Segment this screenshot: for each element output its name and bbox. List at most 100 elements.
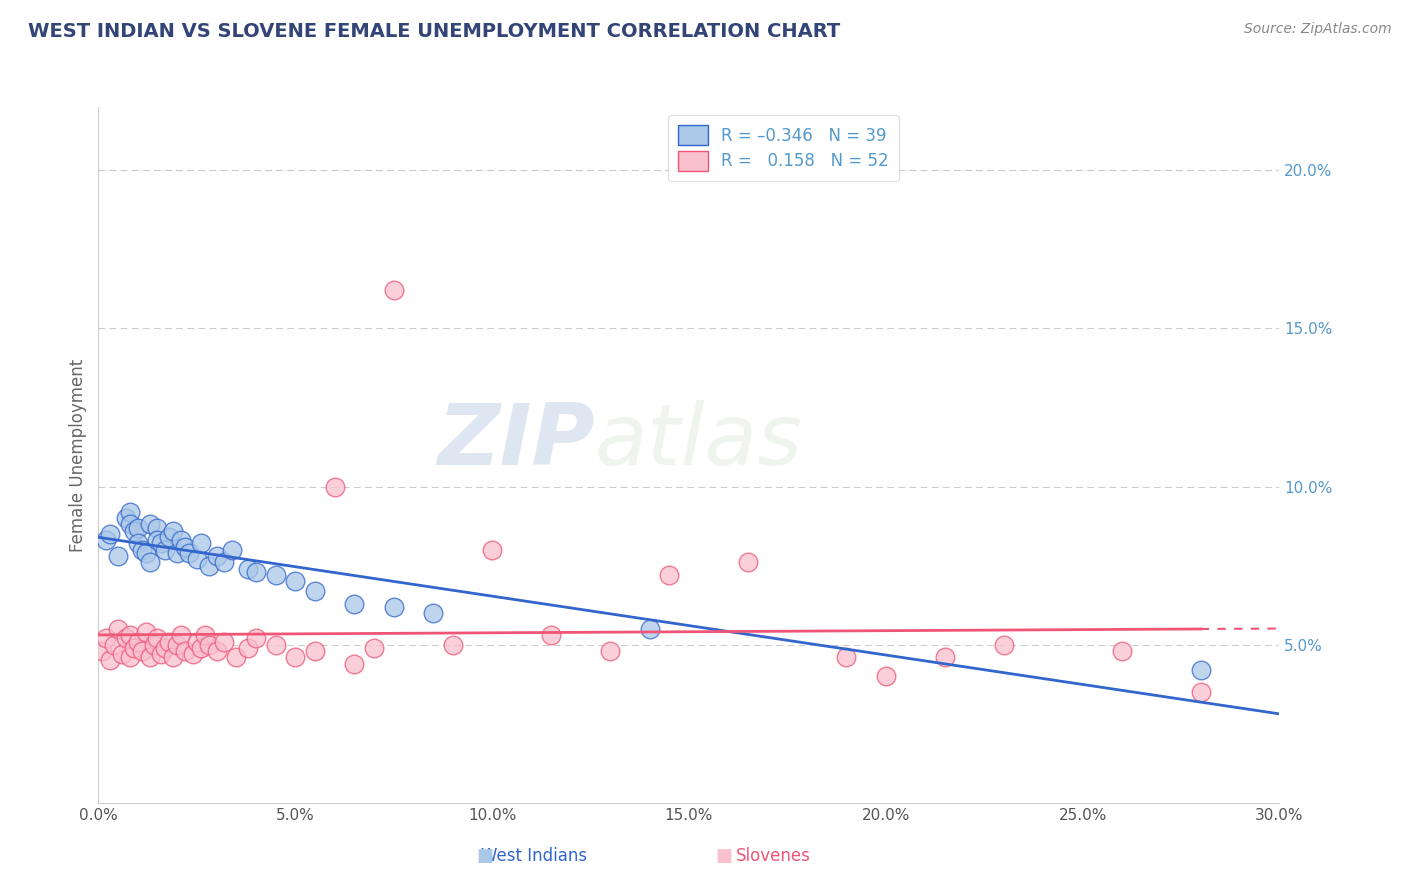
Point <box>127 536 149 550</box>
Text: ZIP: ZIP <box>437 400 595 483</box>
Point <box>142 638 165 652</box>
Point <box>138 556 160 570</box>
Point <box>382 599 405 614</box>
Point <box>166 546 188 560</box>
Point <box>481 542 503 557</box>
Point <box>146 632 169 646</box>
Point <box>131 542 153 557</box>
Point <box>236 640 259 655</box>
Point <box>934 650 956 665</box>
Text: Slovenes: Slovenes <box>735 847 811 865</box>
Point <box>225 650 247 665</box>
Point <box>131 644 153 658</box>
Point <box>304 644 326 658</box>
Point <box>118 505 141 519</box>
Point <box>122 640 145 655</box>
Point <box>540 628 562 642</box>
Point <box>441 638 464 652</box>
Point <box>197 638 219 652</box>
Text: ■: ■ <box>477 847 494 865</box>
Point <box>111 647 134 661</box>
Point <box>638 622 661 636</box>
Point <box>181 647 204 661</box>
Point <box>122 524 145 538</box>
Point <box>1189 663 1212 677</box>
Point <box>157 634 180 648</box>
Point <box>1189 685 1212 699</box>
Point <box>264 568 287 582</box>
Point <box>138 517 160 532</box>
Text: WEST INDIAN VS SLOVENE FEMALE UNEMPLOYMENT CORRELATION CHART: WEST INDIAN VS SLOVENE FEMALE UNEMPLOYME… <box>28 22 841 41</box>
Point <box>155 640 177 655</box>
Point <box>138 650 160 665</box>
Point <box>162 650 184 665</box>
Point <box>835 650 858 665</box>
Point <box>135 625 157 640</box>
Point <box>107 549 129 563</box>
Point <box>91 644 114 658</box>
Point <box>155 542 177 557</box>
Point <box>875 669 897 683</box>
Point <box>264 638 287 652</box>
Point <box>214 556 236 570</box>
Point <box>146 521 169 535</box>
Point <box>115 511 138 525</box>
Point <box>174 540 197 554</box>
Point <box>205 644 228 658</box>
Point <box>599 644 621 658</box>
Point <box>363 640 385 655</box>
Text: atlas: atlas <box>595 400 803 483</box>
Point <box>118 650 141 665</box>
Point <box>170 628 193 642</box>
Point <box>245 565 267 579</box>
Point <box>343 657 366 671</box>
Point <box>96 632 118 646</box>
Point <box>197 558 219 573</box>
Point <box>190 536 212 550</box>
Point <box>214 634 236 648</box>
Point <box>150 536 173 550</box>
Point <box>177 546 200 560</box>
Point <box>162 524 184 538</box>
Point <box>382 284 405 298</box>
Point <box>118 517 141 532</box>
Y-axis label: Female Unemployment: Female Unemployment <box>69 359 87 551</box>
Point <box>221 542 243 557</box>
Text: ■: ■ <box>716 847 733 865</box>
Point <box>157 530 180 544</box>
Point <box>1111 644 1133 658</box>
Point <box>284 650 307 665</box>
Point <box>174 644 197 658</box>
Point <box>170 533 193 548</box>
Text: West Indians: West Indians <box>481 847 588 865</box>
Point <box>98 653 121 667</box>
Point <box>186 634 208 648</box>
Point <box>98 527 121 541</box>
Point <box>205 549 228 563</box>
Point <box>343 597 366 611</box>
Point <box>107 622 129 636</box>
Point <box>146 533 169 548</box>
Point <box>186 552 208 566</box>
Point <box>115 632 138 646</box>
Point <box>194 628 217 642</box>
Point <box>245 632 267 646</box>
Point <box>737 556 759 570</box>
Point <box>304 583 326 598</box>
Point <box>422 606 444 620</box>
Point <box>658 568 681 582</box>
Point <box>236 562 259 576</box>
Point <box>103 638 125 652</box>
Point <box>127 634 149 648</box>
Text: Source: ZipAtlas.com: Source: ZipAtlas.com <box>1244 22 1392 37</box>
Point <box>284 574 307 589</box>
Point <box>323 479 346 493</box>
Point <box>127 521 149 535</box>
Point <box>993 638 1015 652</box>
Point <box>166 638 188 652</box>
Point <box>96 533 118 548</box>
Point <box>190 640 212 655</box>
Point <box>135 546 157 560</box>
Point <box>118 628 141 642</box>
Point <box>150 647 173 661</box>
